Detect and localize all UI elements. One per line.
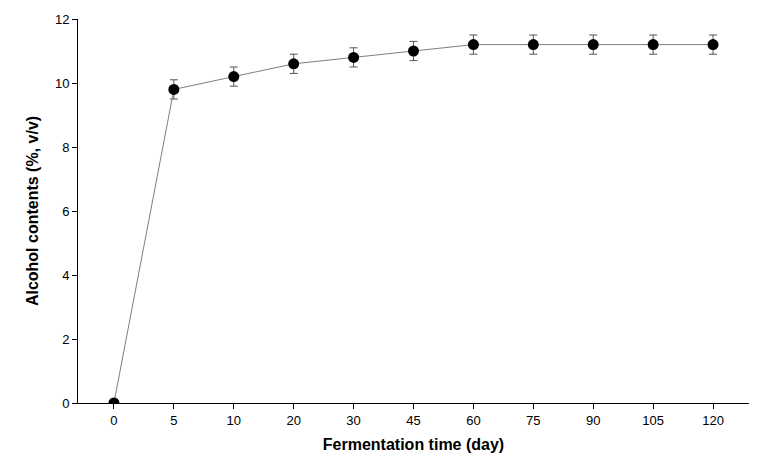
svg-text:105: 105: [642, 413, 664, 428]
svg-text:8: 8: [62, 140, 69, 155]
svg-text:10: 10: [55, 76, 69, 91]
svg-text:4: 4: [62, 268, 69, 283]
svg-text:60: 60: [466, 413, 480, 428]
svg-text:20: 20: [286, 413, 300, 428]
svg-text:0: 0: [110, 413, 117, 428]
svg-text:Alcohol contents (%, v/v): Alcohol contents (%, v/v): [24, 116, 41, 306]
svg-text:5: 5: [170, 413, 177, 428]
svg-text:10: 10: [227, 413, 241, 428]
svg-text:12: 12: [55, 12, 69, 27]
svg-text:90: 90: [586, 413, 600, 428]
svg-text:Fermentation time (day): Fermentation time (day): [323, 436, 504, 453]
svg-text:0: 0: [62, 396, 69, 411]
svg-text:2: 2: [62, 332, 69, 347]
svg-text:75: 75: [526, 413, 540, 428]
svg-text:45: 45: [406, 413, 420, 428]
svg-text:6: 6: [62, 204, 69, 219]
svg-text:120: 120: [702, 413, 724, 428]
svg-text:30: 30: [346, 413, 360, 428]
